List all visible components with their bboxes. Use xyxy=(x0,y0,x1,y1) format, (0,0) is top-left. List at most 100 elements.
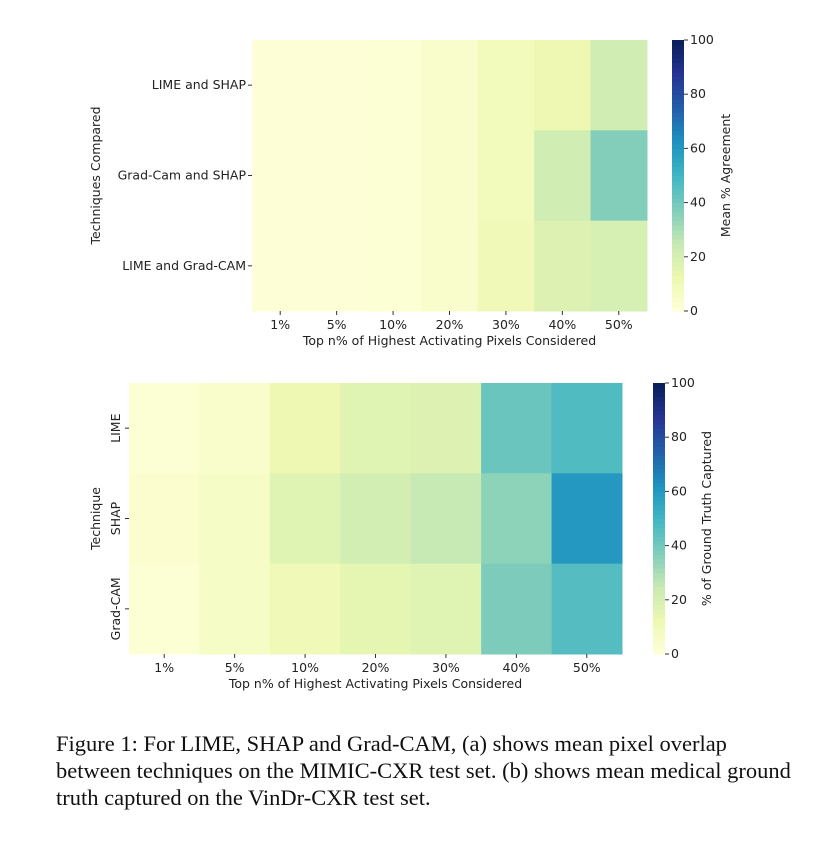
colorbar-segment xyxy=(672,252,684,258)
heatmap-cell xyxy=(340,473,412,565)
colorbar-segment xyxy=(653,401,665,407)
colorbar-segment xyxy=(653,477,665,483)
heatmap-cell xyxy=(534,130,592,222)
heatmap-cell xyxy=(551,383,623,474)
heatmap-cell xyxy=(410,563,482,655)
colorbar-segment xyxy=(653,581,665,587)
x-tick-label: 50% xyxy=(605,317,633,332)
heatmap-cell xyxy=(590,40,648,131)
colorbar-segment xyxy=(653,626,665,633)
colorbar-tick-label: 40 xyxy=(671,538,687,553)
colorbar-segment xyxy=(653,392,665,398)
colorbar-segment xyxy=(672,148,684,154)
colorbar-segment xyxy=(653,613,665,619)
colorbar-segment xyxy=(672,85,684,91)
colorbar-segment xyxy=(653,459,665,465)
colorbar-segment xyxy=(672,49,684,55)
x-tick-label: 5% xyxy=(327,317,347,332)
colorbar-segment xyxy=(672,125,684,131)
colorbar-segment xyxy=(653,608,665,614)
x-tick-label: 10% xyxy=(379,317,407,332)
colorbar-segment xyxy=(653,383,665,389)
y-axis-label: Technique xyxy=(88,487,103,551)
colorbar-segment xyxy=(672,229,684,235)
colorbar-segment xyxy=(672,130,684,136)
heatmap-cell xyxy=(340,563,412,655)
colorbar-segment xyxy=(653,495,665,502)
colorbar-segment xyxy=(672,134,684,140)
y-tick-label: Grad-CAM xyxy=(108,577,123,640)
heatmap-cell xyxy=(421,40,479,131)
colorbar-segment xyxy=(653,586,665,592)
colorbar-segment xyxy=(672,58,684,64)
heatmap-cell xyxy=(534,220,592,312)
heatmap-cell xyxy=(477,40,535,131)
heatmap-cell xyxy=(477,130,535,222)
heatmap-cell xyxy=(199,473,271,565)
colorbar-segment xyxy=(672,107,684,113)
heatmap-cell xyxy=(129,563,200,655)
colorbar-segment xyxy=(672,98,684,104)
colorbar-segment xyxy=(672,44,684,50)
heatmap-cell xyxy=(129,473,200,565)
colorbar-segment xyxy=(672,71,684,77)
heatmap-cell xyxy=(364,130,422,222)
colorbar-segment xyxy=(653,482,665,488)
colorbar-segment xyxy=(653,509,665,515)
x-tick-label: 20% xyxy=(362,660,390,675)
heatmap-cell xyxy=(477,220,535,312)
figure-caption: Figure 1: For LIME, SHAP and Grad-CAM, (… xyxy=(56,731,791,810)
colorbar-segment xyxy=(672,89,684,95)
colorbar-segment xyxy=(672,170,684,177)
colorbar-segment xyxy=(672,112,684,118)
heatmap-cell xyxy=(590,220,648,312)
colorbar-segment xyxy=(653,468,665,474)
heatmap-cell xyxy=(199,563,271,655)
colorbar-segment xyxy=(672,175,684,181)
heatmap-cell xyxy=(269,563,341,655)
colorbar-segment xyxy=(672,292,684,299)
heatmap-cell xyxy=(340,383,412,474)
colorbar-segment xyxy=(672,166,684,172)
colorbar-segment xyxy=(653,428,665,434)
colorbar-segment xyxy=(653,441,665,447)
heatmap-cell xyxy=(269,383,341,474)
heatmap-cell xyxy=(269,473,341,565)
colorbar-segment xyxy=(672,270,684,276)
colorbar-segment xyxy=(653,536,665,542)
colorbar-segment xyxy=(672,121,684,127)
colorbar-segment xyxy=(672,238,684,244)
colorbar-segment xyxy=(672,301,684,308)
heatmap-cell xyxy=(252,130,309,222)
colorbar-segment xyxy=(653,532,665,538)
heatmap-cell xyxy=(551,563,623,655)
colorbar-segment xyxy=(672,76,684,82)
heatmap-cell xyxy=(252,220,309,312)
colorbar-segment xyxy=(653,410,665,416)
colorbar-segment xyxy=(672,40,684,46)
colorbar-tick-label: 60 xyxy=(671,483,687,498)
colorbar-segment xyxy=(672,247,684,253)
colorbar-tick-label: 0 xyxy=(690,303,698,318)
heatmap-cell xyxy=(481,473,553,565)
colorbar-segment xyxy=(672,288,684,294)
colorbar-segment xyxy=(653,518,665,524)
colorbar-segment xyxy=(653,577,665,583)
colorbar-segment xyxy=(672,297,684,303)
colorbar-segment xyxy=(653,464,665,470)
colorbar-segment xyxy=(653,450,665,456)
colorbar-segment xyxy=(672,274,684,280)
colorbar-segment xyxy=(653,595,665,601)
x-axis-label: Top n% of Highest Activating Pixels Cons… xyxy=(302,333,596,348)
colorbar-segment xyxy=(672,202,684,208)
colorbar-tick-label: 20 xyxy=(690,249,706,264)
colorbar-segment xyxy=(672,94,684,100)
colorbar-segment xyxy=(672,67,684,73)
colorbar-segment xyxy=(653,545,665,551)
colorbar-segment xyxy=(653,414,665,420)
colorbar-segment xyxy=(653,504,665,511)
x-tick-label: 20% xyxy=(436,317,464,332)
colorbar-segment xyxy=(653,387,665,393)
heatmap-cell xyxy=(129,383,200,474)
colorbar-tick-label: 80 xyxy=(671,429,687,444)
